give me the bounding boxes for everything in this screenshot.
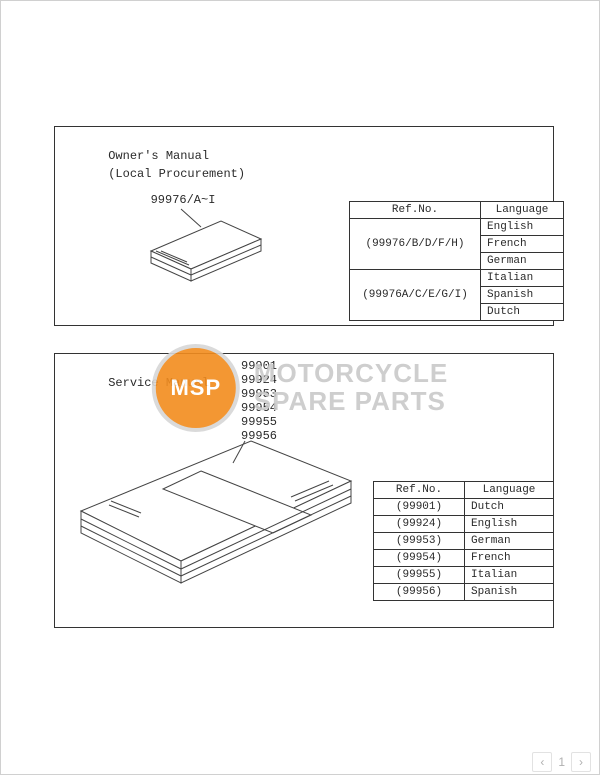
service-manual-book-icon — [81, 441, 361, 621]
table-row: (99956) Spanish — [374, 584, 554, 601]
table-row: (99976/B/D/F/H) English — [350, 219, 564, 236]
cell-lang: German — [481, 253, 564, 270]
table-row: (99976A/C/E/G/I) Italian — [350, 270, 564, 287]
col-ref: Ref.No. — [350, 202, 481, 219]
callout-service-manual: 99901 99924 99953 99954 99955 99956 — [241, 359, 291, 443]
page-current: 1 — [558, 755, 565, 769]
page-prev-button[interactable]: ‹ — [532, 752, 552, 772]
cell-lang: French — [465, 550, 554, 567]
callout-label: 99955 — [241, 415, 291, 429]
cell-ref: (99955) — [374, 567, 465, 584]
callout-label: 99924 — [241, 373, 291, 387]
owners-manual-subtitle: (Local Procurement) — [65, 153, 245, 195]
cell-ref: (99976A/C/E/G/I) — [350, 270, 481, 321]
cell-lang: English — [465, 516, 554, 533]
panel-title-line2: (Local Procurement) — [108, 167, 245, 181]
cell-lang: Spanish — [465, 584, 554, 601]
cell-ref: (99956) — [374, 584, 465, 601]
callout-label: 99953 — [241, 387, 291, 401]
table-row: (99955) Italian — [374, 567, 554, 584]
pagination: ‹ 1 › — [532, 752, 591, 772]
cell-lang: Italian — [465, 567, 554, 584]
page-next-button[interactable]: › — [571, 752, 591, 772]
cell-ref: (99976/B/D/F/H) — [350, 219, 481, 270]
col-ref: Ref.No. — [374, 482, 465, 499]
cell-lang: Spanish — [481, 287, 564, 304]
callout-label: 99976/A~I — [151, 193, 216, 207]
callout-label: 99901 — [241, 359, 291, 373]
table-header-row: Ref.No. Language — [374, 482, 554, 499]
diagram-canvas: Owner's Manual (Local Procurement) 99976… — [0, 0, 600, 775]
owners-manual-book-icon — [151, 221, 271, 301]
service-manual-ref-table: Ref.No. Language (99901) Dutch (99924) E… — [373, 481, 554, 601]
table-row: (99924) English — [374, 516, 554, 533]
leader-line-bottom — [233, 441, 263, 471]
owners-manual-ref-table: Ref.No. Language (99976/B/D/F/H) English… — [349, 201, 564, 321]
callout-label: 99954 — [241, 401, 291, 415]
cell-ref: (99924) — [374, 516, 465, 533]
cell-lang: English — [481, 219, 564, 236]
table-header-row: Ref.No. Language — [350, 202, 564, 219]
cell-ref: (99954) — [374, 550, 465, 567]
cell-lang: Dutch — [481, 304, 564, 321]
table-row: (99954) French — [374, 550, 554, 567]
cell-lang: Italian — [481, 270, 564, 287]
leader-line-top — [181, 209, 221, 229]
cell-lang: Dutch — [465, 499, 554, 516]
service-manual-title: Service Manual — [65, 362, 209, 404]
cell-ref: (99901) — [374, 499, 465, 516]
cell-ref: (99953) — [374, 533, 465, 550]
cell-lang: French — [481, 236, 564, 253]
table-row: (99901) Dutch — [374, 499, 554, 516]
col-lang: Language — [481, 202, 564, 219]
cell-lang: German — [465, 533, 554, 550]
panel-title-text: Service Manual — [108, 376, 209, 390]
col-lang: Language — [465, 482, 554, 499]
callout-owners-manual: 99976/A~I — [143, 193, 223, 207]
table-row: (99953) German — [374, 533, 554, 550]
